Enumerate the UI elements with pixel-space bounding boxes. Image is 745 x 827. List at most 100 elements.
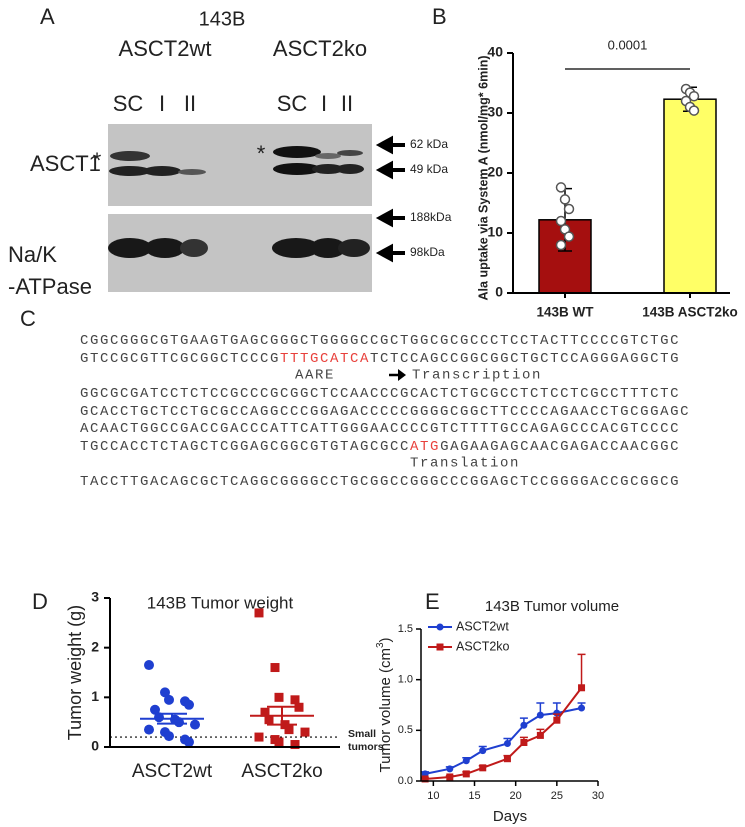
band <box>338 239 370 257</box>
x-tick-label: ASCT2ko <box>241 761 322 782</box>
bar <box>663 98 717 294</box>
y-axis-label: Tumor weight (g) <box>65 605 85 740</box>
x-tick-label: 10 <box>427 790 439 802</box>
lane-label: II <box>341 91 353 116</box>
y-axis-label-part: 3 <box>375 642 386 648</box>
y-axis-label-part: Tumor volume (cm <box>377 648 394 772</box>
data-point <box>144 660 154 671</box>
sequence-segment: TGCCACCTCTAGCTCGGAGCGGCGTGTAGCGCC <box>80 439 410 455</box>
translation-label: Translation <box>410 456 520 472</box>
data-point <box>184 699 194 710</box>
marker-arrows <box>375 135 405 263</box>
band <box>180 239 208 257</box>
data-point <box>164 731 174 742</box>
loading-label: -ATPase <box>8 274 92 299</box>
panel-label: A <box>40 4 55 29</box>
band <box>315 153 341 159</box>
sequence-line: GCACCTGCTCCTGCGCCAGGCCCGGAGACCCCCGGGGCGG… <box>80 404 690 420</box>
lane-label: I <box>321 91 327 116</box>
sequence-line: GTCCGCGTTCGCGGCTCCCGTTTGCATCATCTCCAGCCGG… <box>80 351 680 367</box>
reference-label: Small <box>348 728 376 740</box>
data-point <box>555 182 567 193</box>
legend-marker <box>436 623 444 631</box>
data-point <box>446 765 454 773</box>
data-point <box>462 757 470 765</box>
band <box>145 238 185 258</box>
reference-label: tumors <box>348 741 384 753</box>
target-label: ASCT1 <box>30 151 101 176</box>
x-tick-label: 25 <box>551 790 563 802</box>
sequence-segment: TCTCCAGCCGGCGGCTGCTCCAGGGAGGCTG <box>370 351 680 367</box>
data-point <box>421 775 429 783</box>
band <box>108 238 152 258</box>
band <box>178 169 206 175</box>
sequence-line: TACCTTGACAGCGCTCAGGCGGGGCCTGCGGCCGGGCCCG… <box>80 474 680 490</box>
transcription-label: Transcription <box>412 368 542 384</box>
sequence-line: CGGCGGGCGTGAAGTGAGCGGGCTGGGGCCGCTGGCGCGC… <box>80 333 680 349</box>
x-tick-label: 20 <box>510 790 522 802</box>
group-label: ASCT2wt <box>119 36 212 61</box>
legend-label: ASCT2wt <box>456 619 509 633</box>
band <box>310 238 346 258</box>
sem-bar <box>157 712 187 725</box>
series-line <box>425 687 583 780</box>
data-point <box>536 711 544 719</box>
sequence-segment: ACAACTGGCCGACCGACCCATTCATTGGGAACCCCGTCTT… <box>80 421 680 437</box>
band <box>273 163 321 175</box>
marker-label: 62 kDa <box>410 137 448 151</box>
band <box>143 166 181 176</box>
chart-title: 143B Tumor volume <box>485 598 619 615</box>
x-tick-label: 143B ASCT2ko <box>642 305 738 320</box>
data-point <box>479 764 487 772</box>
sequence-segment: GCACCTGCTCCTGCGCCAGGCCCGGAGACCCCCGGGGCGG… <box>80 404 690 420</box>
y-tick-label: 10 <box>487 224 503 240</box>
group-label: ASCT2ko <box>273 36 367 61</box>
panel-label: B <box>432 4 447 29</box>
y-tick-label: 0.5 <box>398 724 413 736</box>
y-tick-label: 40 <box>487 44 503 60</box>
panel-label: D <box>32 589 48 614</box>
data-point <box>260 707 270 717</box>
data-point <box>520 738 528 746</box>
data-point <box>563 231 575 242</box>
panel-label: E <box>425 589 440 614</box>
y-tick-label: 30 <box>487 104 503 120</box>
data-point <box>688 105 700 116</box>
error-bar <box>577 653 586 688</box>
arrow <box>389 369 406 381</box>
lane-label: SC <box>113 91 144 116</box>
y-tick-label: 1 <box>91 688 99 704</box>
data-point <box>184 737 194 748</box>
p-value: 0.0001 <box>608 37 648 52</box>
data-point <box>688 90 700 102</box>
sequence-line: GGCGCGATCCTCTCCGCCCGCGGCTCCAACCCGCACTCTG… <box>80 386 680 402</box>
aare-label: AARE <box>295 368 335 384</box>
sequence-segment: GAGAAGAGCAACGAGACCAACGGC <box>440 439 680 455</box>
x-axis-label: Days <box>493 808 527 825</box>
lane-label: II <box>184 91 196 116</box>
sequence-panel: C AARE Transcription Translation CGGCGGG… <box>20 306 690 490</box>
x-tick-label: ASCT2wt <box>132 761 213 782</box>
band <box>273 146 321 158</box>
data-point <box>274 737 284 747</box>
band <box>337 150 363 156</box>
y-tick-label: 0 <box>495 284 503 300</box>
sequence-line: TGCCACCTCTAGCTCGGAGCGGCGTGTAGCGCCATGGAGA… <box>80 439 680 455</box>
y-axis-label: Ala uptake via System A (nmol/mg* 6min) <box>476 56 490 301</box>
lane-label: SC <box>277 91 308 116</box>
sequence-segment: CGGCGGGCGTGAAGTGAGCGGGCTGGGGCCGCTGGCGCGC… <box>80 333 680 349</box>
band <box>110 151 150 161</box>
data-point <box>290 695 300 705</box>
y-axis-label-part: ) <box>377 637 394 642</box>
marker-label: 98kDa <box>410 245 445 259</box>
data-point <box>294 702 304 712</box>
data-point <box>555 215 567 227</box>
data-point <box>446 773 454 781</box>
data-point <box>160 687 170 698</box>
asterisk: * <box>257 141 266 166</box>
panel-label: C <box>20 306 36 331</box>
band <box>336 164 364 174</box>
y-axis-label: Tumor volume (cm3) <box>375 637 394 772</box>
y-tick-label: 0 <box>91 738 99 754</box>
data-point <box>254 608 264 618</box>
